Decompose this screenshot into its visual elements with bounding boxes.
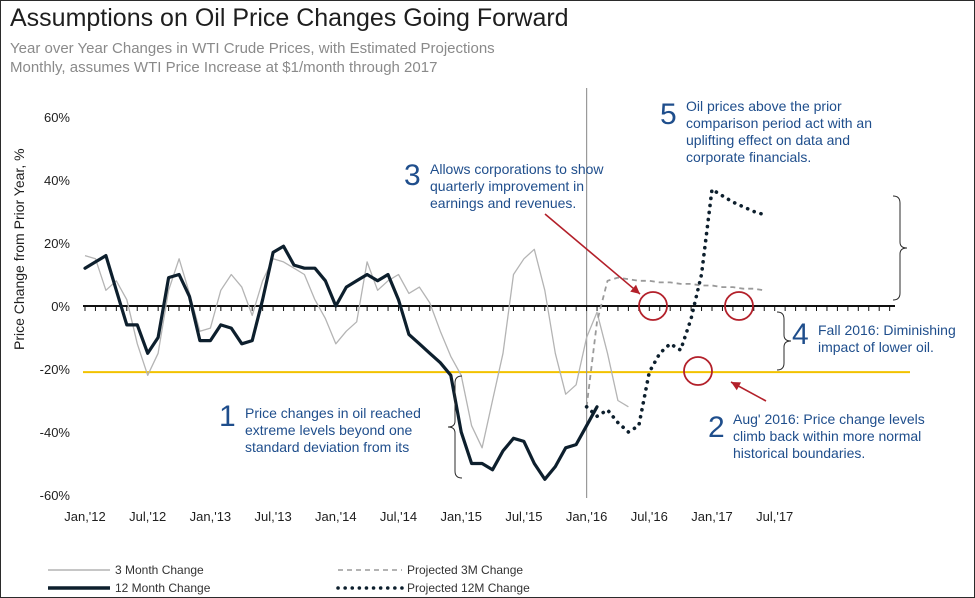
highlight-circle xyxy=(638,291,668,321)
annotation-5-line-2: comparison period act with an xyxy=(686,115,872,131)
annotation-4-line-2: impact of lower oil. xyxy=(818,339,934,355)
annotation-3-line-1: Allows corporations to show xyxy=(430,161,604,177)
x-tick-label: Jul,'15 xyxy=(505,509,542,524)
legend-label-proj-12m: Projected 12M Change xyxy=(407,581,530,595)
annotation-4-number: 4 xyxy=(792,318,809,351)
x-tick-label: Jul,'14 xyxy=(380,509,417,524)
y-tick-label: -40% xyxy=(40,425,71,440)
y-tick-label: -20% xyxy=(40,362,71,377)
x-tick-label: Jul,'17 xyxy=(756,509,793,524)
annotation-1-line-2: extreme levels beyond one xyxy=(245,422,413,438)
annotation-2-line-1: Aug' 2016: Price change levels xyxy=(733,411,925,427)
annotation-2-number: 2 xyxy=(708,411,725,444)
legend-label-3m: 3 Month Change xyxy=(115,563,204,577)
x-tick-label: Jul,'13 xyxy=(255,509,292,524)
y-tick-label: 40% xyxy=(44,173,70,188)
legend-swatches xyxy=(48,569,404,590)
annotation-2-text: Aug' 2016: Price change levels climb bac… xyxy=(733,411,958,462)
annotation-3-arrow xyxy=(544,213,641,295)
annotation-4-text: Fall 2016: Diminishing impact of lower o… xyxy=(818,322,968,356)
annotation-5-line-4: corporate financials. xyxy=(686,149,812,165)
y-tick-label: 20% xyxy=(44,236,70,251)
y-tick-label: 0% xyxy=(51,299,70,314)
y-tick-label: 60% xyxy=(44,110,70,125)
annotation-1-number: 1 xyxy=(219,400,236,433)
annotation-3-line-3: earnings and revenues. xyxy=(430,195,577,211)
brace-annotation-5 xyxy=(892,195,908,301)
annotation-3-arrow-head xyxy=(630,284,640,294)
annotation-2-line-3: historical boundaries. xyxy=(733,445,866,461)
annotation-1-line-3: standard deviation from its xyxy=(245,439,410,455)
chart-subtitle-1: Year over Year Changes in WTI Crude Pric… xyxy=(10,40,495,57)
annotation-1-text: Price changes in oil reached extreme lev… xyxy=(245,405,445,456)
annotation-5-line-1: Oil prices above the prior xyxy=(686,98,842,114)
brace-annotation-1 xyxy=(447,375,463,479)
annotation-5-text: Oil prices above the prior comparison pe… xyxy=(686,98,906,166)
annotation-5-number: 5 xyxy=(660,98,677,131)
x-tick-label: Jan,'15 xyxy=(440,509,482,524)
annotation-3-number: 3 xyxy=(404,159,421,192)
x-tick-label: Jul,'12 xyxy=(129,509,166,524)
chart-subtitle-2: Monthly, assumes WTI Price Increase at $… xyxy=(10,59,438,76)
series-3m-line xyxy=(84,248,629,449)
series-12m-line xyxy=(83,244,599,481)
x-tick-label: Jan,'16 xyxy=(566,509,608,524)
annotation-2-arrow-head xyxy=(731,382,742,391)
x-tick-label: Jan,'17 xyxy=(691,509,733,524)
y-tick-label: -60% xyxy=(40,488,71,503)
x-tick-label: Jan,'14 xyxy=(315,509,357,524)
highlight-circle xyxy=(724,291,754,321)
legend-label-12m: 12 Month Change xyxy=(115,581,211,595)
x-tick-label: Jul,'16 xyxy=(631,509,668,524)
brace-annotation-4 xyxy=(776,311,792,371)
series-proj-12m-line xyxy=(584,187,767,434)
annotation-3-text: Allows corporations to show quarterly im… xyxy=(430,161,630,212)
series-proj-3m-line xyxy=(585,276,765,407)
annotation-5-line-3: uplifting effect on data and xyxy=(686,132,850,148)
x-tick-label: Jan,'12 xyxy=(64,509,106,524)
annotation-4-line-1: Fall 2016: Diminishing xyxy=(818,322,956,338)
x-tick-label: Jan,'13 xyxy=(190,509,232,524)
annotation-1-line-1: Price changes in oil reached xyxy=(245,405,421,421)
chart-title: Assumptions on Oil Price Changes Going F… xyxy=(10,4,569,32)
annotation-2-line-2: climb back within more normal xyxy=(733,428,922,444)
highlight-circle xyxy=(683,356,713,386)
legend-label-proj-3m: Projected 3M Change xyxy=(407,563,524,577)
annotation-3-line-2: quarterly improvement in xyxy=(430,178,585,194)
